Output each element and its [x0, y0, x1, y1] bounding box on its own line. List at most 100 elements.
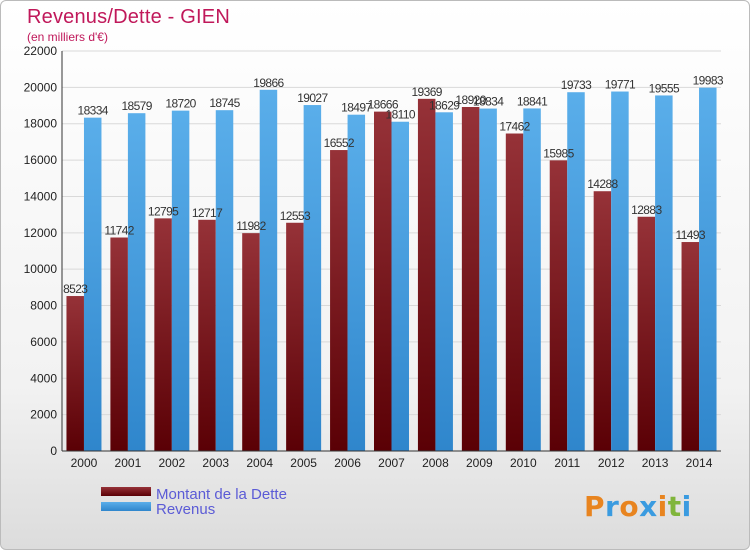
logo-letter: t [667, 490, 682, 523]
bar-revenus [611, 91, 629, 451]
bar-debt [374, 111, 392, 452]
bar-revenus [435, 112, 453, 452]
logo-letter: i [657, 490, 668, 523]
logo-letter: r [605, 490, 620, 523]
bar-layer [66, 87, 717, 452]
x-tick-label: 2014 [686, 456, 713, 470]
bar-revenus [127, 113, 146, 451]
chart-title: Revenus/Dette - GIEN [27, 6, 230, 28]
bar-revenus [347, 114, 366, 451]
bar-revenus [567, 92, 585, 451]
data-label-revenus: 18334 [78, 104, 109, 118]
data-label-revenus: 18720 [165, 97, 196, 111]
data-label-debt: 12883 [631, 203, 662, 217]
bar-debt [330, 150, 348, 451]
logo-letter: i [681, 490, 692, 523]
label-layer: 8523 18334 11742 18579 12795 18720 12717 18745 1… [63, 74, 724, 296]
data-label-debt: 19369 [411, 85, 442, 99]
bar-revenus [171, 110, 190, 452]
x-tick-label: 2008 [422, 456, 449, 470]
bar-debt [242, 233, 260, 451]
bar-revenus [523, 108, 541, 451]
y-tick-label: 12000 [24, 226, 58, 240]
bar-debt [637, 216, 656, 451]
x-tick-label: 2001 [115, 456, 142, 470]
x-tick-label: 2007 [378, 456, 405, 470]
data-label-revenus: 19555 [649, 81, 680, 95]
data-label-revenus: 18834 [473, 95, 504, 109]
data-label-debt: 16552 [324, 136, 355, 150]
x-tick-label: 2010 [510, 456, 537, 470]
data-label-revenus: 18110 [386, 108, 416, 122]
data-label-debt: 12717 [192, 206, 223, 220]
data-label-debt: 12795 [148, 204, 179, 218]
data-label-debt: 8523 [63, 282, 88, 296]
data-label-debt: 14288 [587, 177, 618, 191]
y-tick-label: 16000 [24, 153, 58, 167]
bar-revenus [259, 89, 278, 452]
x-tick-label: 2003 [202, 456, 229, 470]
logo-letter: x [639, 490, 658, 523]
data-label-revenus: 19027 [297, 91, 328, 105]
logo-letter: P [584, 490, 606, 523]
x-tick-label: 2012 [598, 456, 625, 470]
data-label-revenus: 18841 [517, 94, 548, 108]
x-tick-label: 2009 [466, 456, 493, 470]
bar-debt [681, 242, 700, 451]
legend-label-revenus: Revenus [156, 501, 216, 518]
y-tick-label: 2000 [30, 408, 57, 422]
proxiti-logo: Proxiti [584, 490, 692, 523]
bar-revenus [215, 110, 234, 451]
bar-debt [154, 218, 172, 451]
data-label-debt: 17462 [499, 120, 530, 134]
x-tick-label: 2013 [642, 456, 669, 470]
bar-debt [549, 160, 568, 451]
data-label-revenus: 18497 [341, 101, 372, 115]
axis-layer: 0 2000 4000 6000 8000 10000 12000 14000 16000 180… [24, 44, 721, 470]
bar-debt [198, 219, 216, 451]
data-label-debt: 11982 [236, 219, 266, 233]
y-tick-label: 8000 [30, 299, 57, 313]
data-label-debt: 18666 [368, 98, 399, 112]
data-label-revenus: 18745 [209, 96, 240, 110]
data-label-revenus: 18629 [429, 98, 460, 112]
bar-debt [286, 222, 304, 451]
legend-swatch-revenus [101, 502, 151, 511]
legend-swatch-debt [101, 487, 151, 496]
bar-revenus [479, 108, 497, 452]
x-tick-label: 2005 [290, 456, 317, 470]
data-label-debt: 18920 [455, 93, 486, 107]
legend-label-debt: Montant de la Dette [156, 486, 287, 503]
x-tick-label: 2006 [334, 456, 361, 470]
x-tick-label: 2000 [71, 456, 98, 470]
bar-debt [461, 107, 480, 451]
data-label-debt: 15985 [543, 146, 574, 160]
bar-debt [505, 133, 524, 451]
y-tick-label: 0 [50, 444, 57, 458]
x-tick-label: 2011 [554, 456, 580, 470]
bar-revenus [391, 121, 409, 452]
data-label-revenus: 19733 [561, 78, 592, 92]
y-tick-label: 22000 [24, 44, 58, 58]
bar-debt [66, 296, 84, 451]
y-tick-label: 20000 [24, 80, 58, 94]
chart-subtitle: (en milliers d'€) [27, 30, 108, 44]
bar-debt [417, 98, 436, 451]
y-tick-label: 4000 [30, 371, 57, 385]
bar-debt [110, 237, 128, 451]
data-label-debt: 11493 [676, 228, 706, 242]
logo-letter: o [619, 490, 640, 523]
y-tick-label: 14000 [24, 189, 58, 203]
data-label-revenus: 19866 [253, 76, 284, 90]
data-label-revenus: 19771 [605, 78, 636, 92]
data-label-debt: 11742 [104, 224, 134, 238]
bar-debt [593, 191, 612, 451]
data-label-revenus: 18579 [121, 99, 152, 113]
x-tick-label: 2002 [158, 456, 185, 470]
bar-revenus [655, 95, 673, 452]
data-label-revenus: 19983 [693, 74, 724, 88]
y-tick-label: 18000 [24, 117, 58, 131]
bar-revenus [303, 105, 322, 452]
y-tick-label: 10000 [24, 262, 58, 276]
